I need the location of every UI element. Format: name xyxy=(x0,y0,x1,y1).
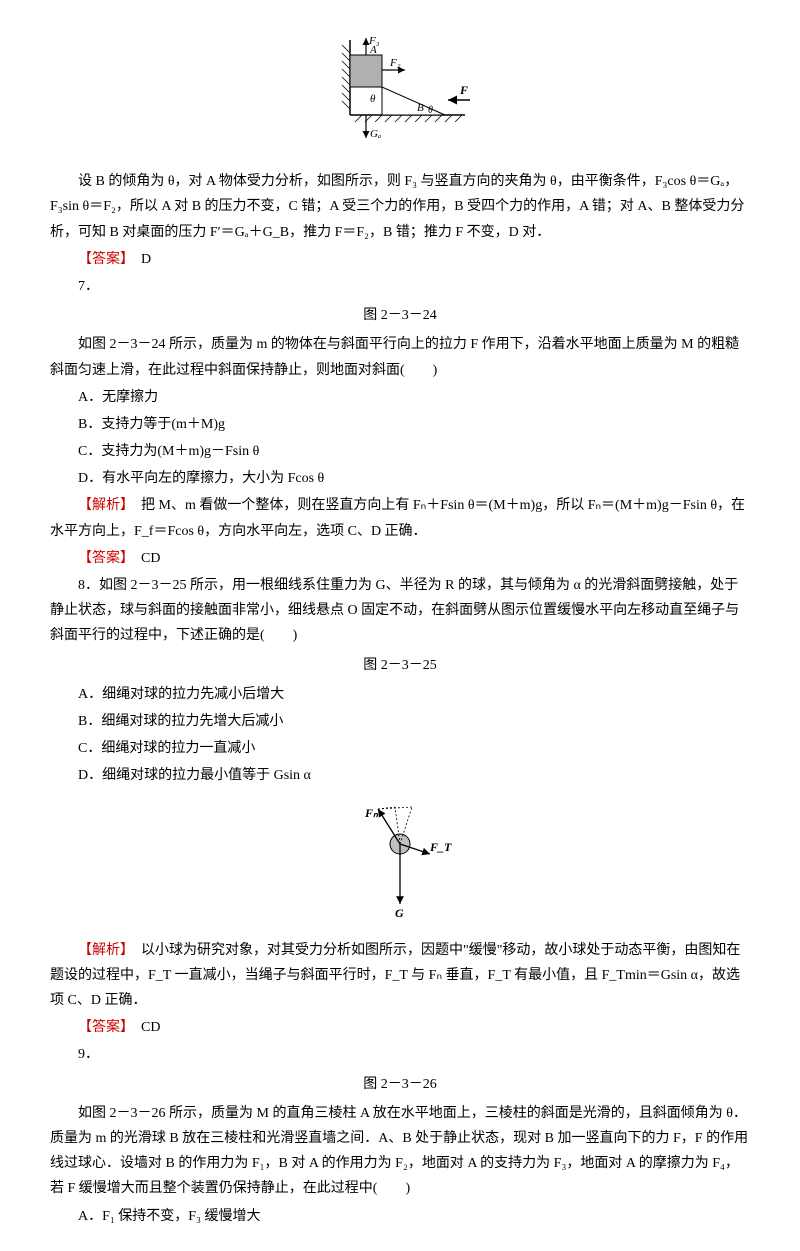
figure-force-ball: Fₙ F_T G xyxy=(50,799,750,928)
p6-analysis-text: 设 B 的倾角为 θ，对 A 物体受力分析，如图所示，则 F₃ 与竖直方向的夹角… xyxy=(50,169,750,245)
fig26-label: 图 2－3－26 xyxy=(50,1072,750,1097)
q8-analysis: 以小球为研究对象，对其受力分析如图所示，因题中"缓慢"移动，故小球处于动态平衡，… xyxy=(50,943,740,1008)
q7-option-d: D．有水平向左的摩擦力，大小为 Fcos θ xyxy=(50,466,750,491)
q7-stem: 如图 2－3－24 所示，质量为 m 的物体在与斜面平行向上的拉力 F 作用下，… xyxy=(50,332,750,382)
label-A: A xyxy=(369,44,377,56)
q7-option-a: A．无摩擦力 xyxy=(50,385,750,410)
block-wedge-svg: F₃ F₂ F Gₐ θ A B θ xyxy=(320,30,480,150)
label-FN: Fₙ xyxy=(364,806,379,820)
q7-analysis: 把 M、m 看做一个整体，则在竖直方向上有 Fₙ＋Fsin θ＝(M＋m)g，所… xyxy=(50,498,745,538)
q7-option-b: B．支持力等于(m＋M)g xyxy=(50,412,750,437)
q8-analysis-line: 【解析】 以小球为研究对象，对其受力分析如图所示，因题中"缓慢"移动，故小球处于… xyxy=(50,938,750,1014)
q8-option-b: B．细绳对球的拉力先增大后减小 xyxy=(50,709,750,734)
answer-label-7: 【答案】 xyxy=(78,551,127,566)
q9-number: 9． xyxy=(50,1042,750,1067)
label-B: B xyxy=(417,102,424,114)
analysis-label-8: 【解析】 xyxy=(78,943,127,958)
q8-option-c: C．细绳对球的拉力一直减小 xyxy=(50,736,750,761)
answer-label: 【答案】 xyxy=(78,252,127,267)
q9-option-a: A．F₁ 保持不变，F₃ 缓慢增大 xyxy=(50,1204,750,1229)
q8-option-d: D．细绳对球的拉力最小值等于 Gsin α xyxy=(50,763,750,788)
q7-answer-line: 【答案】 CD xyxy=(50,546,750,571)
analysis-label-7: 【解析】 xyxy=(78,498,127,513)
q7-analysis-line: 【解析】 把 M、m 看做一个整体，则在竖直方向上有 Fₙ＋Fsin θ＝(M＋… xyxy=(50,493,750,543)
p6-answer-line: 【答案】 D xyxy=(50,247,750,272)
q7-number: 7． xyxy=(50,274,750,299)
label-theta2: θ xyxy=(428,105,433,116)
label-theta: θ xyxy=(370,93,376,105)
q9-stem: 如图 2－3－26 所示，质量为 M 的直角三棱柱 A 放在水平地面上，三棱柱的… xyxy=(50,1101,750,1202)
ball-force-svg: Fₙ F_T G xyxy=(340,799,460,919)
q7-option-c: C．支持力为(M＋m)g－Fsin θ xyxy=(50,439,750,464)
q8-option-a: A．细绳对球的拉力先减小后增大 xyxy=(50,682,750,707)
fig24-label: 图 2－3－24 xyxy=(50,303,750,328)
label-F: F xyxy=(459,83,468,97)
q8-answer-line: 【答案】 CD xyxy=(50,1015,750,1040)
label-FT: F_T xyxy=(429,840,452,854)
answer-label-8: 【答案】 xyxy=(78,1020,127,1035)
label-F2: F₂ xyxy=(389,57,401,69)
p6-answer: D xyxy=(141,252,151,267)
q8-stem: 8．如图 2－3－25 所示，用一根细线系住重力为 G、半径为 R 的球，其与倾… xyxy=(50,573,750,649)
figure-block-diagram: F₃ F₂ F Gₐ θ A B θ xyxy=(50,30,750,159)
q7-answer: CD xyxy=(141,551,160,566)
q8-answer: CD xyxy=(141,1020,160,1035)
label-G: G xyxy=(395,906,404,919)
fig25-label: 图 2－3－25 xyxy=(50,653,750,678)
label-GA: Gₐ xyxy=(370,128,381,140)
